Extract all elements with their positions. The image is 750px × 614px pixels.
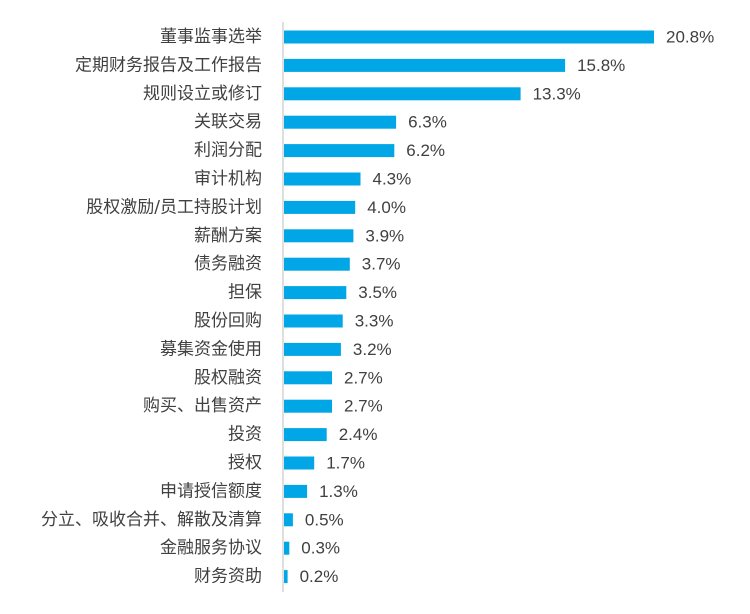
value-label: 4.0% <box>367 198 406 217</box>
category-label: 定期财务报告及工作报告 <box>75 55 262 75</box>
value-label: 15.8% <box>577 56 625 75</box>
category-label: 财务资助 <box>194 567 262 587</box>
bar <box>284 200 356 214</box>
value-label: 3.7% <box>362 255 401 274</box>
category-label: 债务融资 <box>194 254 262 274</box>
category-label: 利润分配 <box>194 141 262 161</box>
value-label: 2.7% <box>344 368 383 387</box>
category-label: 股权激励/员工持股计划 <box>86 197 262 217</box>
value-label: 1.3% <box>319 482 358 501</box>
bars-group <box>284 30 654 584</box>
bar <box>284 229 354 243</box>
bar <box>284 30 654 44</box>
bar <box>284 513 293 527</box>
bar <box>284 428 327 442</box>
value-label: 4.3% <box>373 170 412 189</box>
bar <box>284 484 308 498</box>
bar <box>284 342 341 356</box>
category-label: 关联交易 <box>194 112 262 132</box>
value-label: 13.3% <box>533 84 581 103</box>
value-label: 6.2% <box>406 141 445 160</box>
bar <box>284 87 521 101</box>
value-labels: 20.8% 15.8% 13.3% 6.3% 6.2% 4.3% 4.0% 3.9% 3.7% 3… <box>300 28 715 587</box>
category-label: 申请授信额度 <box>160 481 262 501</box>
value-label: 3.5% <box>358 283 397 302</box>
category-label: 股份回购 <box>194 311 262 331</box>
category-label: 审计机构 <box>194 169 262 189</box>
category-labels: 董事监事选举定期财务报告及工作报告规则设立或修订关联交易利润分配审计机构股权激励… <box>41 27 262 587</box>
category-label: 金融服务协议 <box>160 538 262 558</box>
category-label: 薪酬方案 <box>194 226 262 246</box>
bar <box>284 456 315 470</box>
bar <box>284 144 395 158</box>
bar <box>284 541 290 555</box>
bar <box>284 286 347 300</box>
value-label: 0.3% <box>301 539 340 558</box>
value-label: 0.2% <box>300 567 339 586</box>
value-label: 2.4% <box>339 425 378 444</box>
category-label: 投资 <box>228 425 262 445</box>
category-label: 规则设立或修订 <box>143 84 262 104</box>
category-label: 授权 <box>228 453 262 473</box>
bar <box>284 115 397 129</box>
bar <box>284 314 343 328</box>
value-label: 0.5% <box>305 510 344 529</box>
category-label: 募集资金使用 <box>160 338 262 359</box>
category-label: 担保 <box>228 283 262 303</box>
value-label: 6.3% <box>408 113 447 132</box>
bar <box>284 172 361 186</box>
value-label: 20.8% <box>666 28 714 47</box>
value-label: 3.3% <box>355 312 394 331</box>
value-label: 3.2% <box>353 340 392 359</box>
value-label: 2.7% <box>344 397 383 416</box>
bar <box>284 399 332 413</box>
category-label: 购买、出售资产 <box>143 396 262 416</box>
category-label: 股权融资 <box>194 368 262 388</box>
value-label: 3.9% <box>365 226 404 245</box>
category-label: 分立、吸收合并、解散及清算 <box>41 510 262 530</box>
bar <box>284 371 332 385</box>
bar <box>284 257 350 271</box>
value-label: 1.7% <box>326 454 365 473</box>
category-label: 董事监事选举 <box>160 27 262 47</box>
bar <box>284 570 288 584</box>
bar <box>284 58 566 72</box>
